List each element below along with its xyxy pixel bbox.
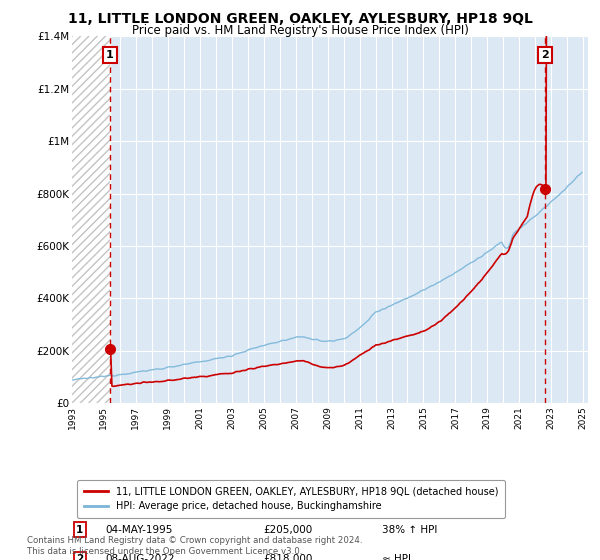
Text: 38% ↑ HPI: 38% ↑ HPI	[382, 525, 437, 535]
Text: £818,000: £818,000	[263, 554, 312, 560]
Bar	[72, 36, 110, 403]
Text: ≈ HPI: ≈ HPI	[382, 554, 410, 560]
Legend: 11, LITTLE LONDON GREEN, OAKLEY, AYLESBURY, HP18 9QL (detached house), HPI: Aver: 11, LITTLE LONDON GREEN, OAKLEY, AYLESBU…	[77, 479, 505, 518]
Text: 11, LITTLE LONDON GREEN, OAKLEY, AYLESBURY, HP18 9QL: 11, LITTLE LONDON GREEN, OAKLEY, AYLESBU…	[68, 12, 532, 26]
Text: 04-MAY-1995: 04-MAY-1995	[106, 525, 173, 535]
Text: 1: 1	[106, 50, 113, 60]
Text: 2: 2	[76, 554, 83, 560]
Text: Price paid vs. HM Land Registry's House Price Index (HPI): Price paid vs. HM Land Registry's House …	[131, 24, 469, 37]
Bar	[72, 36, 110, 403]
Text: 08-AUG-2022: 08-AUG-2022	[106, 554, 175, 560]
Text: 2: 2	[541, 50, 549, 60]
Text: 1: 1	[76, 525, 83, 535]
Text: £205,000: £205,000	[263, 525, 312, 535]
Text: Contains HM Land Registry data © Crown copyright and database right 2024.
This d: Contains HM Land Registry data © Crown c…	[27, 536, 362, 556]
